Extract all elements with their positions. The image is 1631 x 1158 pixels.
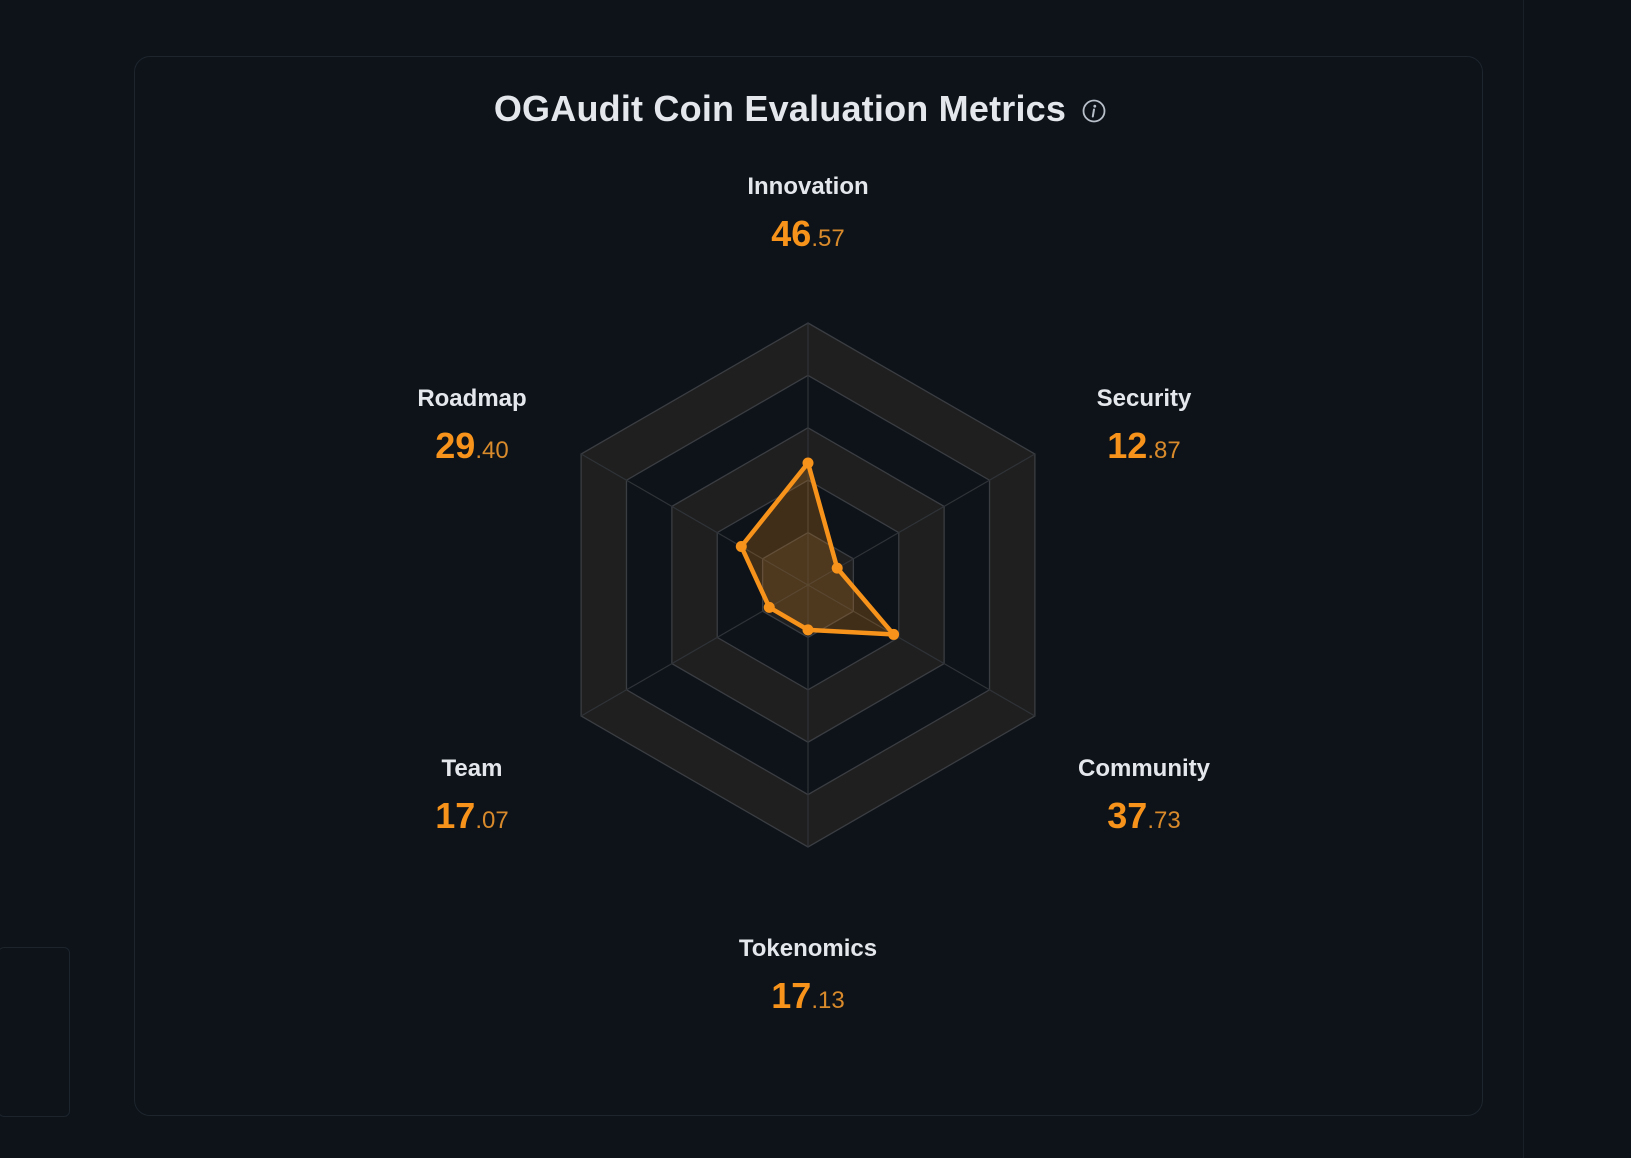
axis-label-roadmap: Roadmap 29.40 — [352, 384, 592, 474]
axis-label-community: Community 37.73 — [1024, 754, 1264, 844]
score-decimal: .57 — [811, 225, 845, 252]
axis-name-team: Team — [441, 755, 503, 782]
radar-point-team — [763, 601, 775, 613]
axis-label-team: Team 17.07 — [352, 754, 592, 844]
radar-spoke-security — [807, 453, 1036, 586]
axis-score-community: 37.73 — [1024, 796, 1264, 844]
axis-score-roadmap: 29.40 — [352, 426, 592, 474]
score-decimal: .73 — [1147, 807, 1181, 834]
radar-spoke-community — [807, 584, 1036, 717]
axis-score-security: 12.87 — [1024, 426, 1264, 474]
score-integer: 17 — [771, 975, 812, 1016]
axis-label-security: Security 12.87 — [1024, 384, 1264, 474]
axis-name-roadmap: Roadmap — [417, 385, 527, 412]
radar-point-innovation — [802, 457, 814, 469]
score-decimal: .87 — [1147, 437, 1181, 464]
right-gutter — [1524, 0, 1631, 1158]
axis-name-community: Community — [1078, 755, 1210, 782]
radar-point-security — [831, 562, 843, 574]
axis-name-tokenomics: Tokenomics — [738, 935, 878, 962]
axis-score-innovation: 46.57 — [688, 214, 928, 262]
radar-spoke-roadmap — [580, 453, 809, 586]
score-integer: 37 — [1107, 795, 1148, 836]
axis-name-security: Security — [1096, 385, 1192, 412]
axis-score-tokenomics: 17.13 — [688, 976, 928, 1024]
info-circle-icon[interactable] — [1082, 99, 1106, 123]
axis-label-innovation: Innovation 46.57 — [688, 172, 928, 262]
score-integer: 29 — [435, 425, 476, 466]
radar-point-roadmap — [735, 540, 747, 552]
side-panel-edge — [0, 947, 70, 1117]
score-integer: 12 — [1107, 425, 1148, 466]
axis-label-tokenomics: Tokenomics 17.13 — [688, 934, 928, 1024]
axis-score-team: 17.07 — [352, 796, 592, 844]
score-integer: 17 — [435, 795, 476, 836]
score-decimal: .07 — [475, 807, 509, 834]
radar-point-tokenomics — [802, 624, 814, 636]
radar-point-community — [888, 628, 900, 640]
radar-series — [735, 457, 900, 640]
axis-name-innovation: Innovation — [747, 173, 869, 200]
score-integer: 46 — [771, 213, 812, 254]
score-decimal: .40 — [475, 437, 509, 464]
score-decimal: .13 — [811, 987, 845, 1014]
